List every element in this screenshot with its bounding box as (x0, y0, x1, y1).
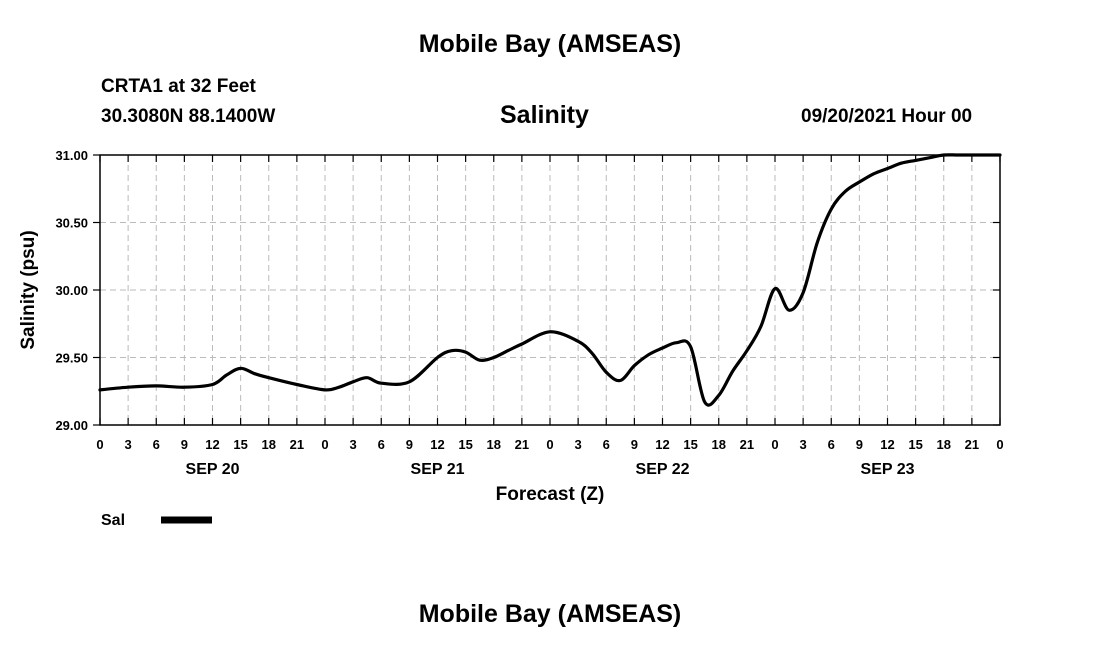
x-tick-label: 0 (546, 437, 553, 452)
x-tick-label: 21 (965, 437, 979, 452)
footer-title: Mobile Bay (AMSEAS) (418, 600, 682, 628)
x-tick-label: 15 (908, 437, 922, 452)
y-tick-label: 30.50 (55, 216, 88, 231)
y-axis-title: Salinity (psu) (18, 230, 39, 349)
x-day-label: SEP 20 (186, 461, 240, 478)
x-tick-label: 12 (655, 437, 669, 452)
forecast-run-time: 09/20/2021 Hour 00 (801, 106, 973, 127)
y-tick-label: 29.50 (55, 351, 88, 366)
x-axis-title: Forecast (Z) (496, 484, 605, 505)
x-tick-label: 18 (937, 437, 951, 452)
chart-super-title: Mobile Bay (AMSEAS) (418, 30, 682, 58)
y-tick-label: 29.00 (55, 418, 88, 433)
x-tick-label: 0 (321, 437, 328, 452)
grid-lines (100, 155, 1000, 425)
x-tick-label: 18 (712, 437, 726, 452)
x-tick-label: 9 (181, 437, 188, 452)
x-tick-label: 0 (996, 437, 1003, 452)
y-tick-label: 30.00 (55, 283, 88, 298)
x-tick-label: 0 (771, 437, 778, 452)
x-tick-label: 21 (515, 437, 529, 452)
chart-title: Salinity (500, 101, 589, 129)
x-tick-label: 9 (631, 437, 638, 452)
x-tick-label: 15 (683, 437, 697, 452)
x-tick-label: 9 (406, 437, 413, 452)
x-tick-label: 3 (800, 437, 807, 452)
x-tick-label: 18 (487, 437, 501, 452)
x-day-label: SEP 22 (636, 461, 690, 478)
legend: Sal (101, 512, 212, 529)
x-tick-label: 3 (575, 437, 582, 452)
x-tick-label: 15 (458, 437, 472, 452)
x-tick-label: 3 (350, 437, 357, 452)
x-day-label: SEP 23 (861, 461, 915, 478)
x-tick-label: 0 (96, 437, 103, 452)
station-label: CRTA1 at 32 Feet (101, 76, 256, 97)
x-tick-label: 6 (153, 437, 160, 452)
x-tick-label: 12 (880, 437, 894, 452)
x-tick-label: 3 (125, 437, 132, 452)
y-tick-label: 31.00 (55, 148, 88, 163)
x-day-label: SEP 21 (411, 461, 465, 478)
series-line-sal (98, 153, 1002, 407)
series-layer (98, 153, 1002, 407)
x-tick-label: 6 (828, 437, 835, 452)
x-tick-label: 21 (290, 437, 304, 452)
tick-marks (93, 154, 1001, 426)
x-tick-label: 6 (603, 437, 610, 452)
x-tick-label: 12 (430, 437, 444, 452)
x-tick-label: 18 (262, 437, 276, 452)
x-tick-label: 6 (378, 437, 385, 452)
tick-labels: 29.00 29.50 30.00 30.50 31.00 0 3 6 9 12 15 18 21 0 3 6… (55, 148, 1003, 478)
x-tick-label: 9 (856, 437, 863, 452)
x-tick-label: 12 (205, 437, 219, 452)
x-tick-label: 15 (233, 437, 247, 452)
legend-label: Sal (101, 512, 125, 529)
station-coordinates: 30.3080N 88.1400W (101, 106, 276, 127)
x-tick-label: 21 (740, 437, 754, 452)
